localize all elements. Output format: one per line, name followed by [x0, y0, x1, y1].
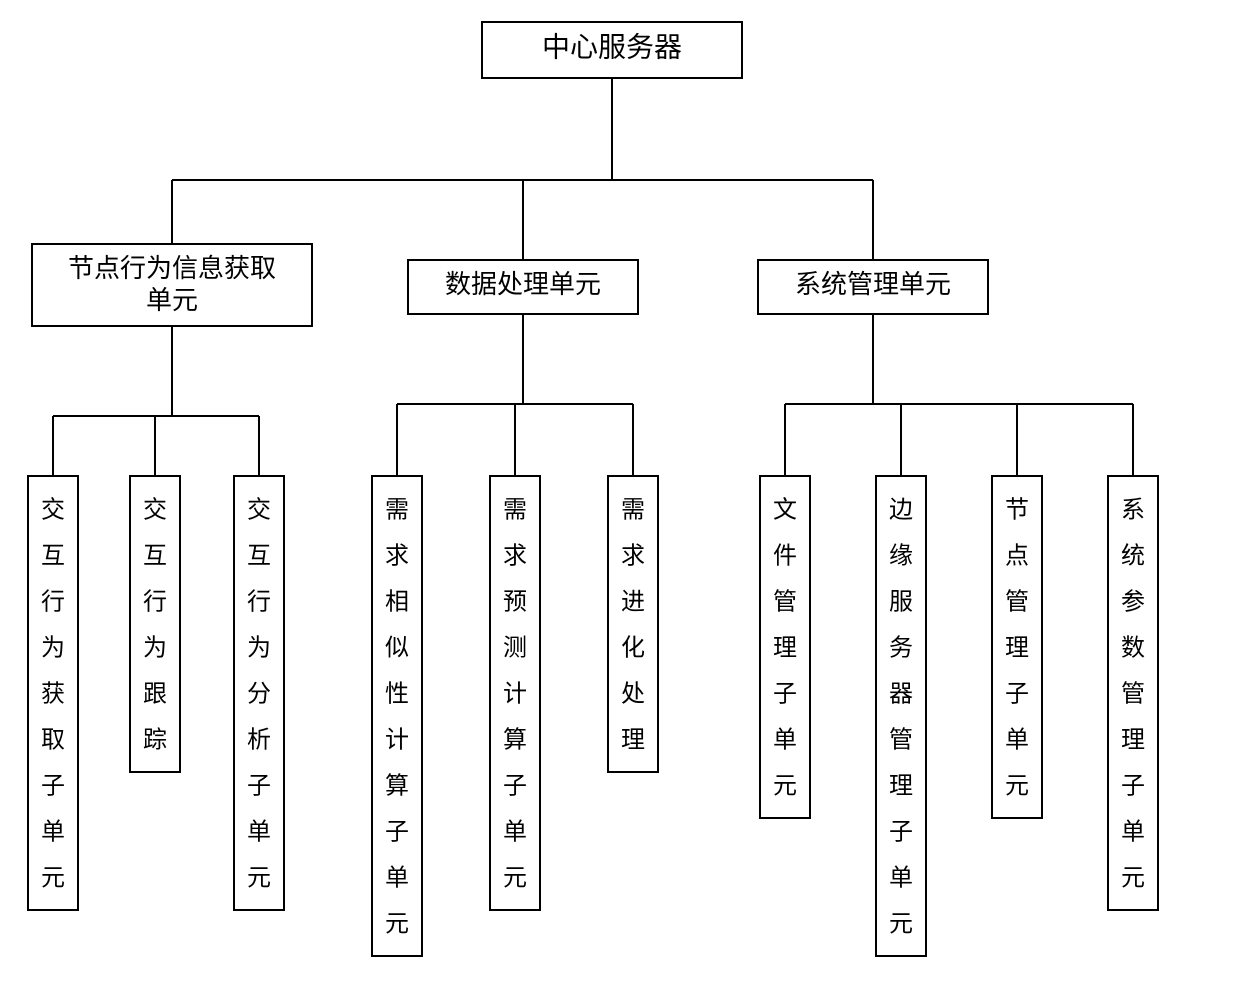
leaf-label: 需求预测计算子单元 — [503, 497, 527, 891]
root-label: 中心服务器 — [542, 31, 682, 63]
mid-label: 节点行为信息获取 — [68, 254, 276, 283]
mid-label: 系统管理单元 — [795, 270, 951, 299]
mid-label: 单元 — [146, 286, 198, 315]
org-tree-diagram: 中心服务器节点行为信息获取单元 数据处理单元 系统管理单元交互行为获取子单元 交互行为… — [0, 0, 1240, 1005]
mid-label: 数据处理单元 — [445, 270, 601, 299]
leaf-label: 系统参数管理子单元 — [1121, 496, 1145, 891]
leaf-label: 交互行为分析子单元 — [247, 496, 271, 891]
leaf-label: 交互行为获取子单元 — [41, 496, 65, 891]
